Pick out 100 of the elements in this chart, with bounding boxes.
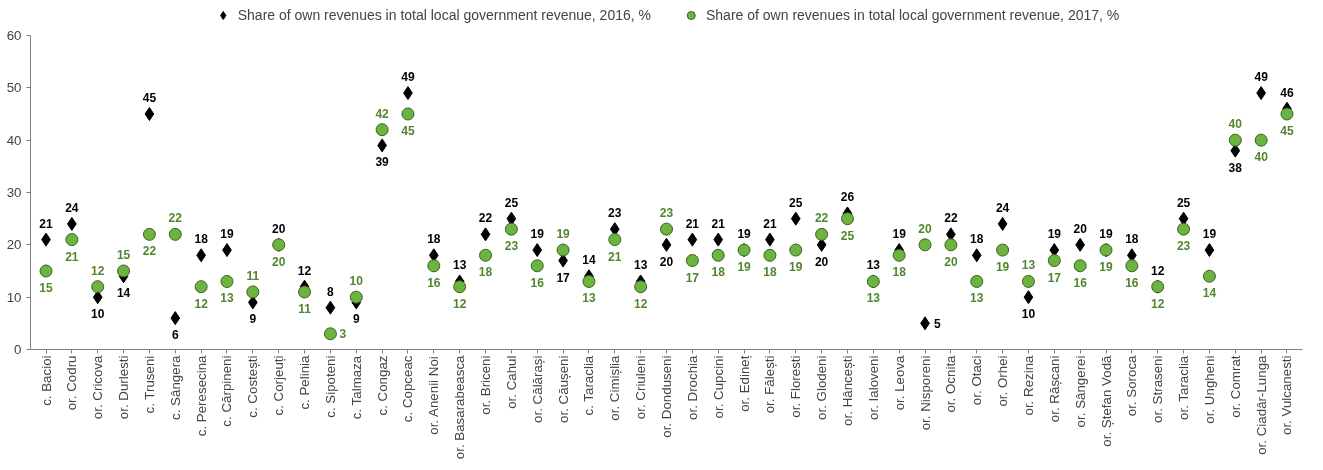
data-label: 12 — [453, 296, 467, 311]
x-tick-label: or. Cahul — [503, 355, 519, 409]
x-tick-label: or. Orhei — [995, 355, 1011, 407]
data-label: 13 — [866, 258, 881, 273]
x-tick-label: or. Criuleni — [633, 355, 649, 420]
data-label: 20 — [1073, 221, 1088, 236]
data-label: 19 — [737, 260, 752, 275]
data-label: 10 — [91, 307, 105, 322]
data-label: 20 — [659, 254, 674, 269]
data-label: 40 — [1228, 117, 1243, 132]
data-label: 3 — [339, 327, 347, 342]
x-tick-label: c. Pelinia — [297, 354, 313, 410]
data-label: 14 — [582, 253, 596, 268]
data-label: 6 — [171, 328, 179, 343]
data-label: 19 — [1047, 227, 1062, 242]
x-tick-label: c. Cărpineni — [219, 355, 235, 427]
data-label: 16 — [530, 275, 545, 290]
x-tick-label: or. Leova — [891, 354, 907, 411]
data-label: 22 — [142, 244, 157, 259]
data-label: 23 — [608, 206, 622, 221]
data-label: 16 — [1125, 275, 1139, 290]
data-label: 19 — [789, 260, 803, 275]
data-label: 9 — [352, 312, 360, 327]
data-label: 10 — [349, 274, 364, 289]
data-label: 13 — [970, 291, 984, 306]
data-label: 23 — [504, 239, 519, 254]
data-label: 16 — [1073, 275, 1088, 290]
x-tick-label: c. Congaz — [374, 355, 390, 416]
y-tick-label: 20 — [6, 237, 22, 253]
data-label: 13 — [633, 258, 648, 273]
data-label: 11 — [246, 268, 260, 283]
x-tick-label: or. Nisporeni — [917, 355, 933, 431]
x-tick-label: c. Copceac — [400, 355, 416, 423]
data-label: 40 — [1254, 150, 1269, 165]
data-label: 24 — [995, 200, 1010, 215]
data-label: 19 — [1202, 227, 1217, 242]
data-label: 25 — [789, 195, 803, 210]
data-label: 38 — [1228, 160, 1243, 175]
data-label: 21 — [65, 249, 79, 264]
data-label: 18 — [1125, 232, 1139, 247]
data-label: 17 — [556, 270, 571, 285]
x-tick-label: or. Cupcini — [710, 355, 726, 419]
y-tick-label: 60 — [6, 28, 22, 43]
x-tick-label: or. Glodeni — [814, 355, 830, 420]
data-label: 12 — [297, 263, 312, 278]
data-label: 20 — [918, 221, 933, 236]
x-tick-label: c. Costești — [245, 355, 261, 418]
data-label: 46 — [1280, 85, 1294, 100]
data-label: 13 — [453, 258, 467, 273]
x-tick-label: or. Basarabeasca — [452, 354, 468, 460]
data-label: 23 — [659, 206, 674, 221]
x-tick-label: or. Sângerei — [1072, 355, 1088, 428]
data-label: 22 — [944, 211, 958, 226]
data-label: 17 — [685, 270, 700, 285]
data-label: 9 — [249, 312, 257, 327]
x-tick-label: or. Anenii Noi — [426, 356, 442, 435]
data-label: 25 — [504, 195, 519, 210]
x-tick-label: or. Ialoveni — [865, 355, 881, 420]
data-label: 12 — [91, 263, 105, 278]
x-tick-label: or. Ciadâr-Lunga — [1253, 354, 1269, 455]
y-tick-label: 50 — [6, 80, 22, 96]
data-label: 15 — [39, 281, 54, 295]
data-label: 15 — [116, 248, 131, 262]
data-label: 20 — [814, 254, 829, 269]
data-label: 18 — [892, 265, 907, 280]
data-label: 45 — [1280, 124, 1294, 138]
data-label: 22 — [478, 211, 493, 226]
data-label: 12 — [1151, 296, 1165, 311]
data-label: 23 — [1176, 239, 1191, 254]
x-tick-label: or. Otaci — [969, 355, 985, 406]
data-label: 14 — [1202, 286, 1217, 301]
x-tick-label: or. Soroca — [1124, 354, 1140, 417]
data-label: 21 — [685, 216, 700, 231]
x-tick-label: or. Ungheni — [1201, 355, 1217, 424]
data-label: 12 — [633, 296, 648, 311]
x-tick-label: or. Cricova — [90, 354, 106, 420]
x-tick-label: or. Donduseni — [659, 355, 674, 438]
data-label: 18 — [711, 265, 726, 280]
x-tick-label: or. Ocnita — [943, 354, 959, 413]
y-tick-label: 0 — [14, 342, 22, 357]
data-label: 16 — [427, 275, 441, 290]
x-tick-label: or. Hâncești — [839, 355, 855, 426]
data-label: 19 — [556, 227, 571, 242]
x-tick-label: or. Briceni — [478, 355, 494, 415]
data-label: 24 — [65, 200, 79, 215]
data-label: 21 — [711, 216, 726, 231]
data-label: 8 — [327, 284, 335, 299]
data-label: 14 — [116, 286, 131, 301]
x-tick-label: or. Codru — [64, 355, 80, 411]
x-tick-label: or. Floresti — [788, 355, 804, 418]
x-tick-label: c. Bacioi — [38, 355, 54, 406]
x-tick-label: or. Cimișlia — [607, 354, 623, 421]
data-label: 20 — [944, 254, 958, 269]
data-label: 19 — [737, 227, 752, 242]
x-tick-label: c. Taraclia — [581, 355, 597, 416]
x-tick-label: or. Comrat — [1227, 355, 1243, 418]
data-label: 19 — [995, 260, 1010, 275]
x-tick-label: or. Rezina — [1020, 354, 1036, 416]
x-tick-label: or. Fălești — [762, 355, 778, 414]
data-label: 10 — [1021, 307, 1036, 322]
